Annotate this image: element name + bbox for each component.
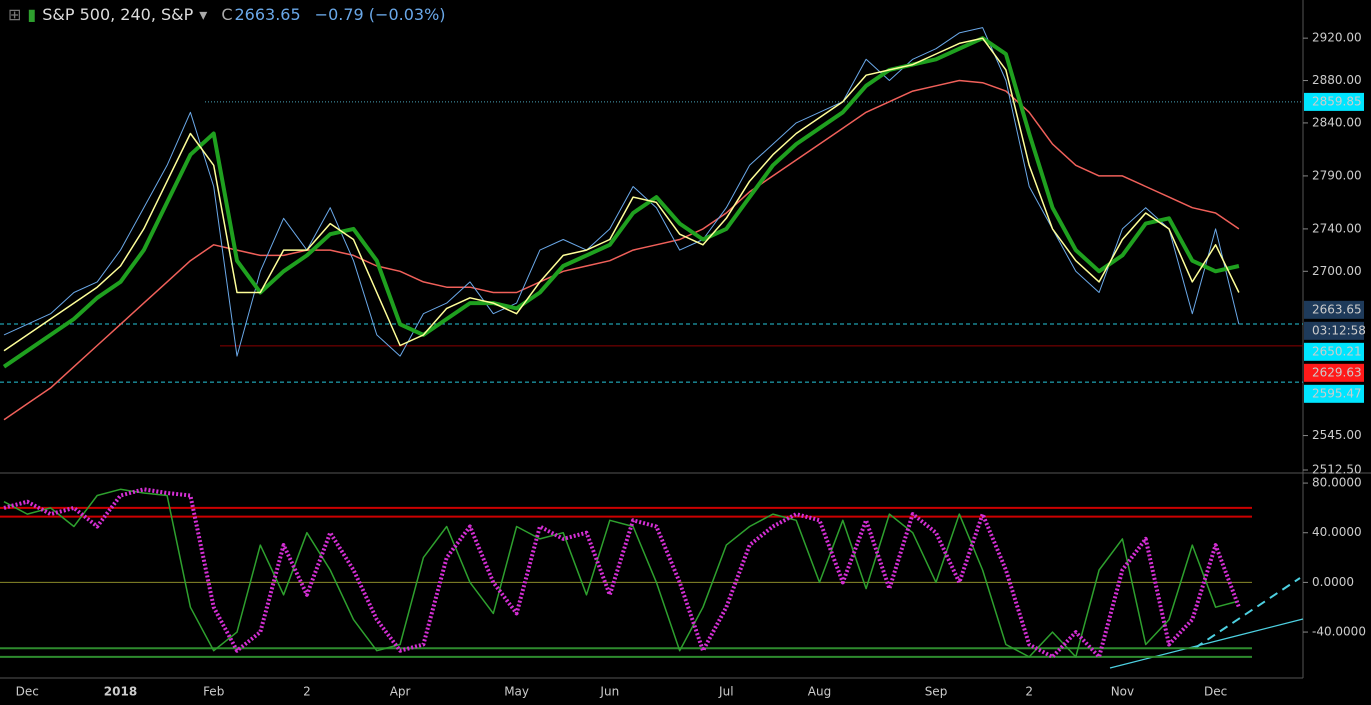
- y-tick-label: -40.0000: [1312, 625, 1366, 639]
- price-tag: [1304, 92, 1364, 111]
- y-tick-label: 2545.00: [1312, 428, 1362, 442]
- price-tag-label: 2859.85: [1312, 94, 1362, 108]
- price-tag-label: 2663.65: [1312, 302, 1362, 316]
- price-tag-label: 2629.63: [1312, 365, 1362, 379]
- y-tick-label: 0.0000: [1312, 575, 1354, 589]
- y-tick-label: 2790.00: [1312, 168, 1362, 182]
- x-tick-label: 2: [1025, 685, 1033, 699]
- price-tag: [1304, 384, 1364, 403]
- series-line: [3, 79, 1240, 421]
- price-tag: [1304, 342, 1364, 361]
- y-tick-label: 2512.50: [1312, 463, 1362, 477]
- close-label: C: [221, 5, 233, 24]
- x-tick-label: Nov: [1111, 685, 1134, 699]
- x-tick-label: Dec: [1204, 685, 1227, 699]
- trendline: [1194, 577, 1301, 649]
- x-tick-label: Aug: [808, 685, 831, 699]
- x-tick-label: Jul: [718, 685, 733, 699]
- x-tick-label: 2018: [104, 685, 137, 699]
- symbol[interactable]: S&P 500, 240, S&P: [42, 5, 194, 24]
- price-tag-label: 2650.21: [1312, 344, 1362, 358]
- y-tick-label: 2840.00: [1312, 115, 1362, 129]
- y-tick-label: 2700.00: [1312, 264, 1362, 278]
- icon: ⊞: [8, 5, 22, 24]
- series-line: [3, 487, 1241, 659]
- price-tag: [1304, 300, 1364, 319]
- flag: ▮: [27, 5, 37, 24]
- price-tag: [1304, 363, 1364, 382]
- y-tick-label: 2920.00: [1312, 31, 1362, 45]
- y-tick-label: 2740.00: [1312, 221, 1362, 235]
- countdown-tag: [1304, 321, 1364, 340]
- x-tick-label: Feb: [203, 685, 224, 699]
- series-line: [3, 488, 1240, 658]
- x-tick-label: Sep: [925, 685, 948, 699]
- trendline: [1109, 618, 1304, 669]
- y-tick-label: 80.0000: [1312, 476, 1362, 490]
- header: ⊞ ▮ S&P 500, 240, S&P ▾ C 2663.65 −0.79 (−0.03…: [8, 5, 452, 24]
- x-tick-label: May: [504, 685, 529, 699]
- countdown: 03:12:58: [1312, 323, 1366, 337]
- x-tick-label: 2: [303, 685, 311, 699]
- x-tick-label: Apr: [390, 685, 411, 699]
- x-tick-label: Jun: [599, 685, 619, 699]
- x-tick-label: Dec: [16, 685, 39, 699]
- y-tick-label: 40.0000: [1312, 525, 1362, 539]
- change: −0.79 (−0.03%): [314, 5, 446, 24]
- series-line: [2, 36, 1240, 369]
- close: 2663.65: [234, 5, 301, 24]
- series-line: [3, 27, 1240, 357]
- price-tag-label: 2595.47: [1312, 386, 1362, 400]
- caret[interactable]: ▾: [199, 5, 208, 24]
- series-line: [3, 37, 1240, 352]
- y-tick-label: 2880.00: [1312, 73, 1362, 87]
